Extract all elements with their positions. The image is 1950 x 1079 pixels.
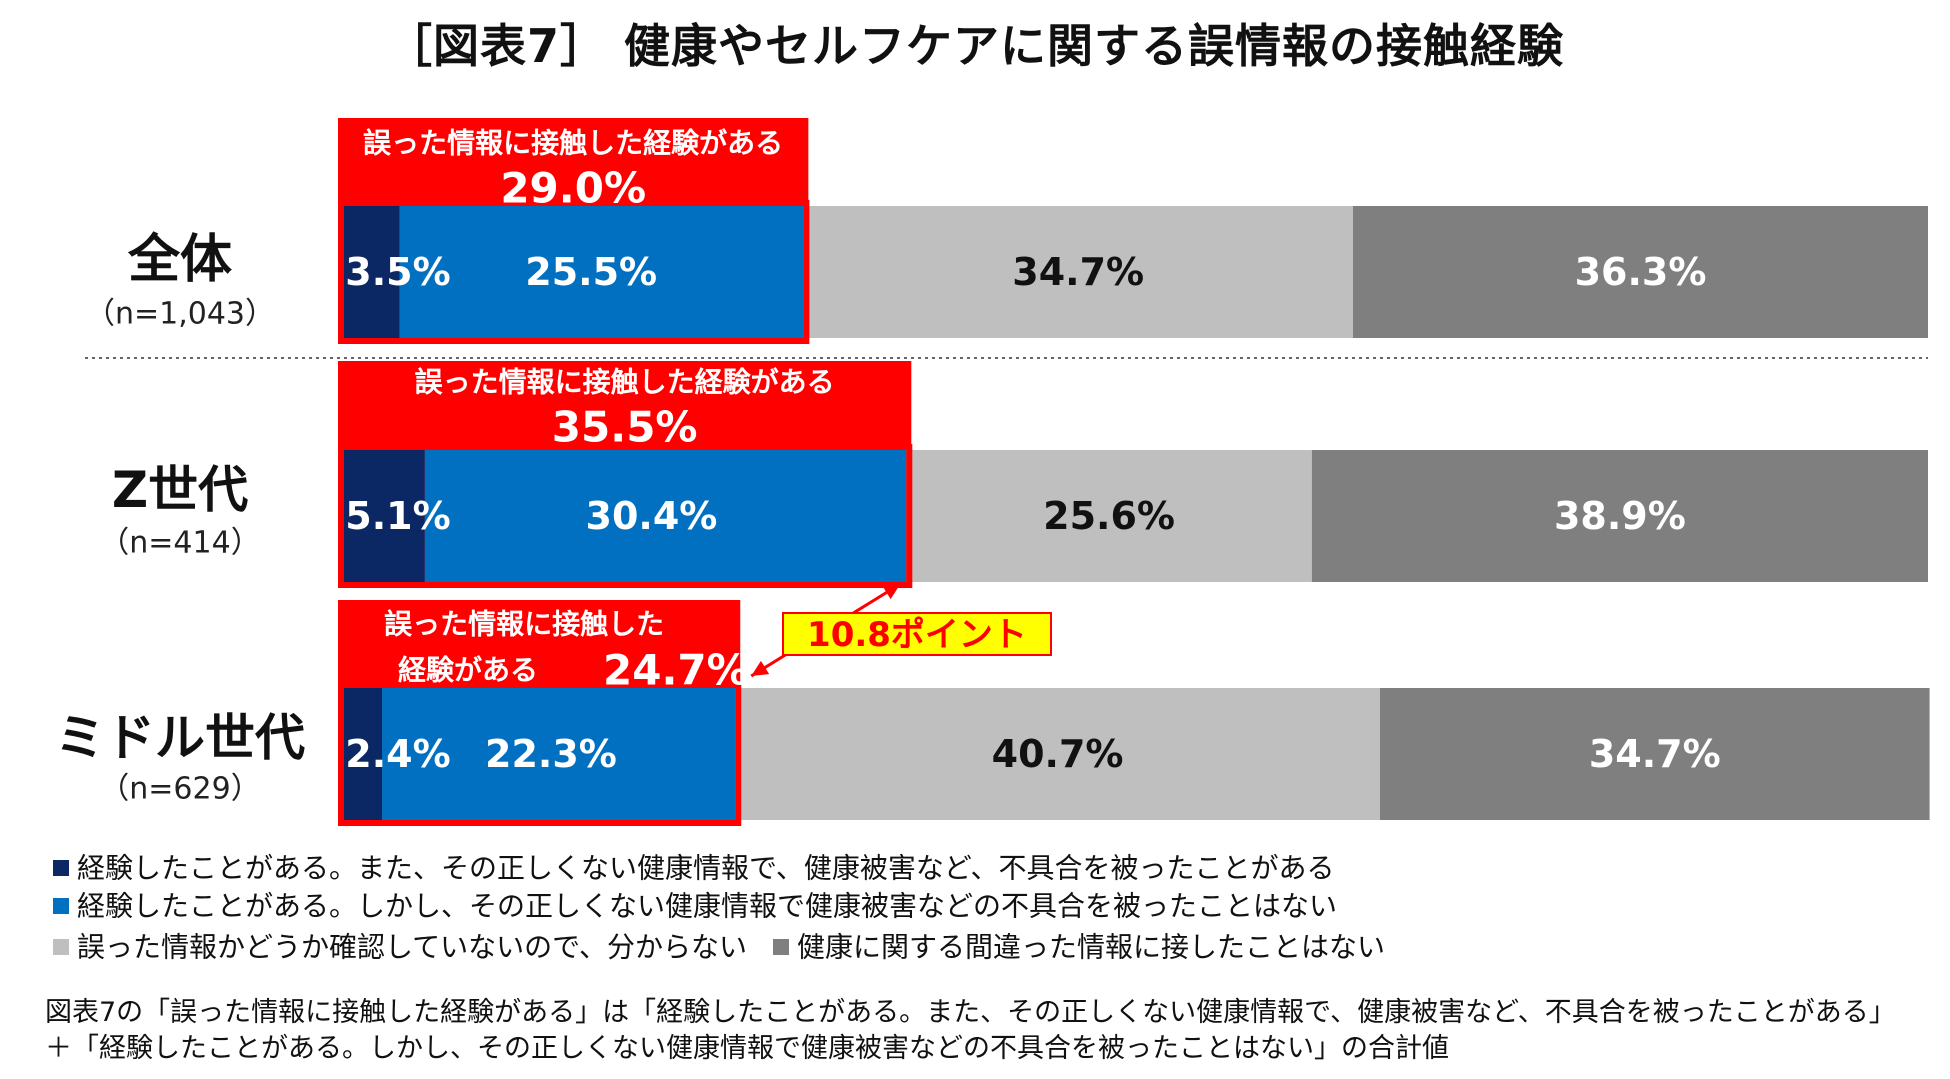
legend-swatch-2 xyxy=(53,939,69,955)
difference-arrow-head-up xyxy=(882,584,901,600)
bar-segment-2-3 xyxy=(1379,688,1930,820)
row-sample-size-0: （n=1,043） xyxy=(85,297,275,332)
legend-label-0: 経験したことがある。また、その正しくない健康情報で、健康被害など、不具合を被った… xyxy=(77,852,1335,885)
callout-outline-1 xyxy=(338,444,913,588)
bar-segment-0-0 xyxy=(344,206,400,338)
bar-value-label-2-0: 2.4% xyxy=(345,732,450,776)
bar-segment-1-3 xyxy=(1311,450,1928,582)
legend-label-1: 経験したことがある。しかし、その正しくない健康情報で健康被害などの不具合を被った… xyxy=(77,890,1337,923)
bar-segment-0-1 xyxy=(399,206,804,338)
callout-value-1: 35.5% xyxy=(552,403,698,452)
row-label-1: Z世代 xyxy=(112,461,248,519)
difference-label: 10.8ポイント xyxy=(807,615,1027,655)
callout-outline-0 xyxy=(338,200,810,344)
callout-value-2: 24.7% xyxy=(603,646,749,695)
callout-label-2: 誤った情報に接触した xyxy=(384,608,664,641)
row-label-2: ミドル世代 xyxy=(55,709,305,767)
bar-value-label-2-3: 34.7% xyxy=(1589,732,1721,776)
difference-label-box xyxy=(782,612,1052,656)
legend-label-3: 健康に関する間違った情報に接したことはない xyxy=(797,931,1385,964)
bar-value-label-0-1: 25.5% xyxy=(525,250,657,294)
chart-title: ［図表7］ 健康やセルフケアに関する誤情報の接触経験 xyxy=(385,19,1565,73)
row-sample-size-1: （n=414） xyxy=(99,526,260,561)
difference-arrow-head-down xyxy=(751,660,770,676)
bar-value-label-1-3: 38.9% xyxy=(1554,494,1686,538)
callout-outline-2 xyxy=(338,682,742,826)
callout-value-0: 29.0% xyxy=(500,164,646,213)
legend-swatch-3 xyxy=(773,939,789,955)
row-sample-size-2: （n=629） xyxy=(99,772,260,807)
callout-label-2-2: 経験がある xyxy=(398,654,538,687)
bar-segment-0-2 xyxy=(803,206,1354,338)
bar-segment-2-0 xyxy=(344,688,383,820)
bar-value-label-0-2: 34.7% xyxy=(1012,250,1144,294)
bar-value-label-1-1: 30.4% xyxy=(586,494,718,538)
bar-value-label-2-2: 40.7% xyxy=(992,732,1124,776)
callout-label-1: 誤った情報に接触した経験がある xyxy=(415,366,835,399)
bar-segment-0-3 xyxy=(1353,206,1928,338)
footnote-line-2: ＋「経験したことがある。しかし、その正しくない健康情報で健康被害などの不具合を被… xyxy=(45,1033,1449,1064)
legend-swatch-1 xyxy=(53,898,69,914)
bar-segment-2-1 xyxy=(382,688,736,820)
row-label-0: 全体 xyxy=(127,230,232,290)
bar-segment-1-1 xyxy=(424,450,907,582)
bar-segment-1-0 xyxy=(344,450,425,582)
bar-value-label-0-0: 3.5% xyxy=(345,250,450,294)
bar-segment-1-2 xyxy=(906,450,1312,582)
callout-label-0: 誤った情報に接触した経験がある xyxy=(363,127,783,160)
bar-segment-2-2 xyxy=(735,688,1380,820)
legend-label-2: 誤った情報かどうか確認していないので、分からない xyxy=(77,931,747,964)
bar-value-label-0-3: 36.3% xyxy=(1575,250,1707,294)
bar-value-label-1-2: 25.6% xyxy=(1043,494,1175,538)
legend-swatch-0 xyxy=(53,860,69,876)
footnote-line-1: 図表7の「誤った情報に接触した経験がある」は「経験したことがある。また、その正し… xyxy=(45,997,1896,1028)
bar-value-label-2-1: 22.3% xyxy=(485,732,617,776)
bar-value-label-1-0: 5.1% xyxy=(345,494,450,538)
